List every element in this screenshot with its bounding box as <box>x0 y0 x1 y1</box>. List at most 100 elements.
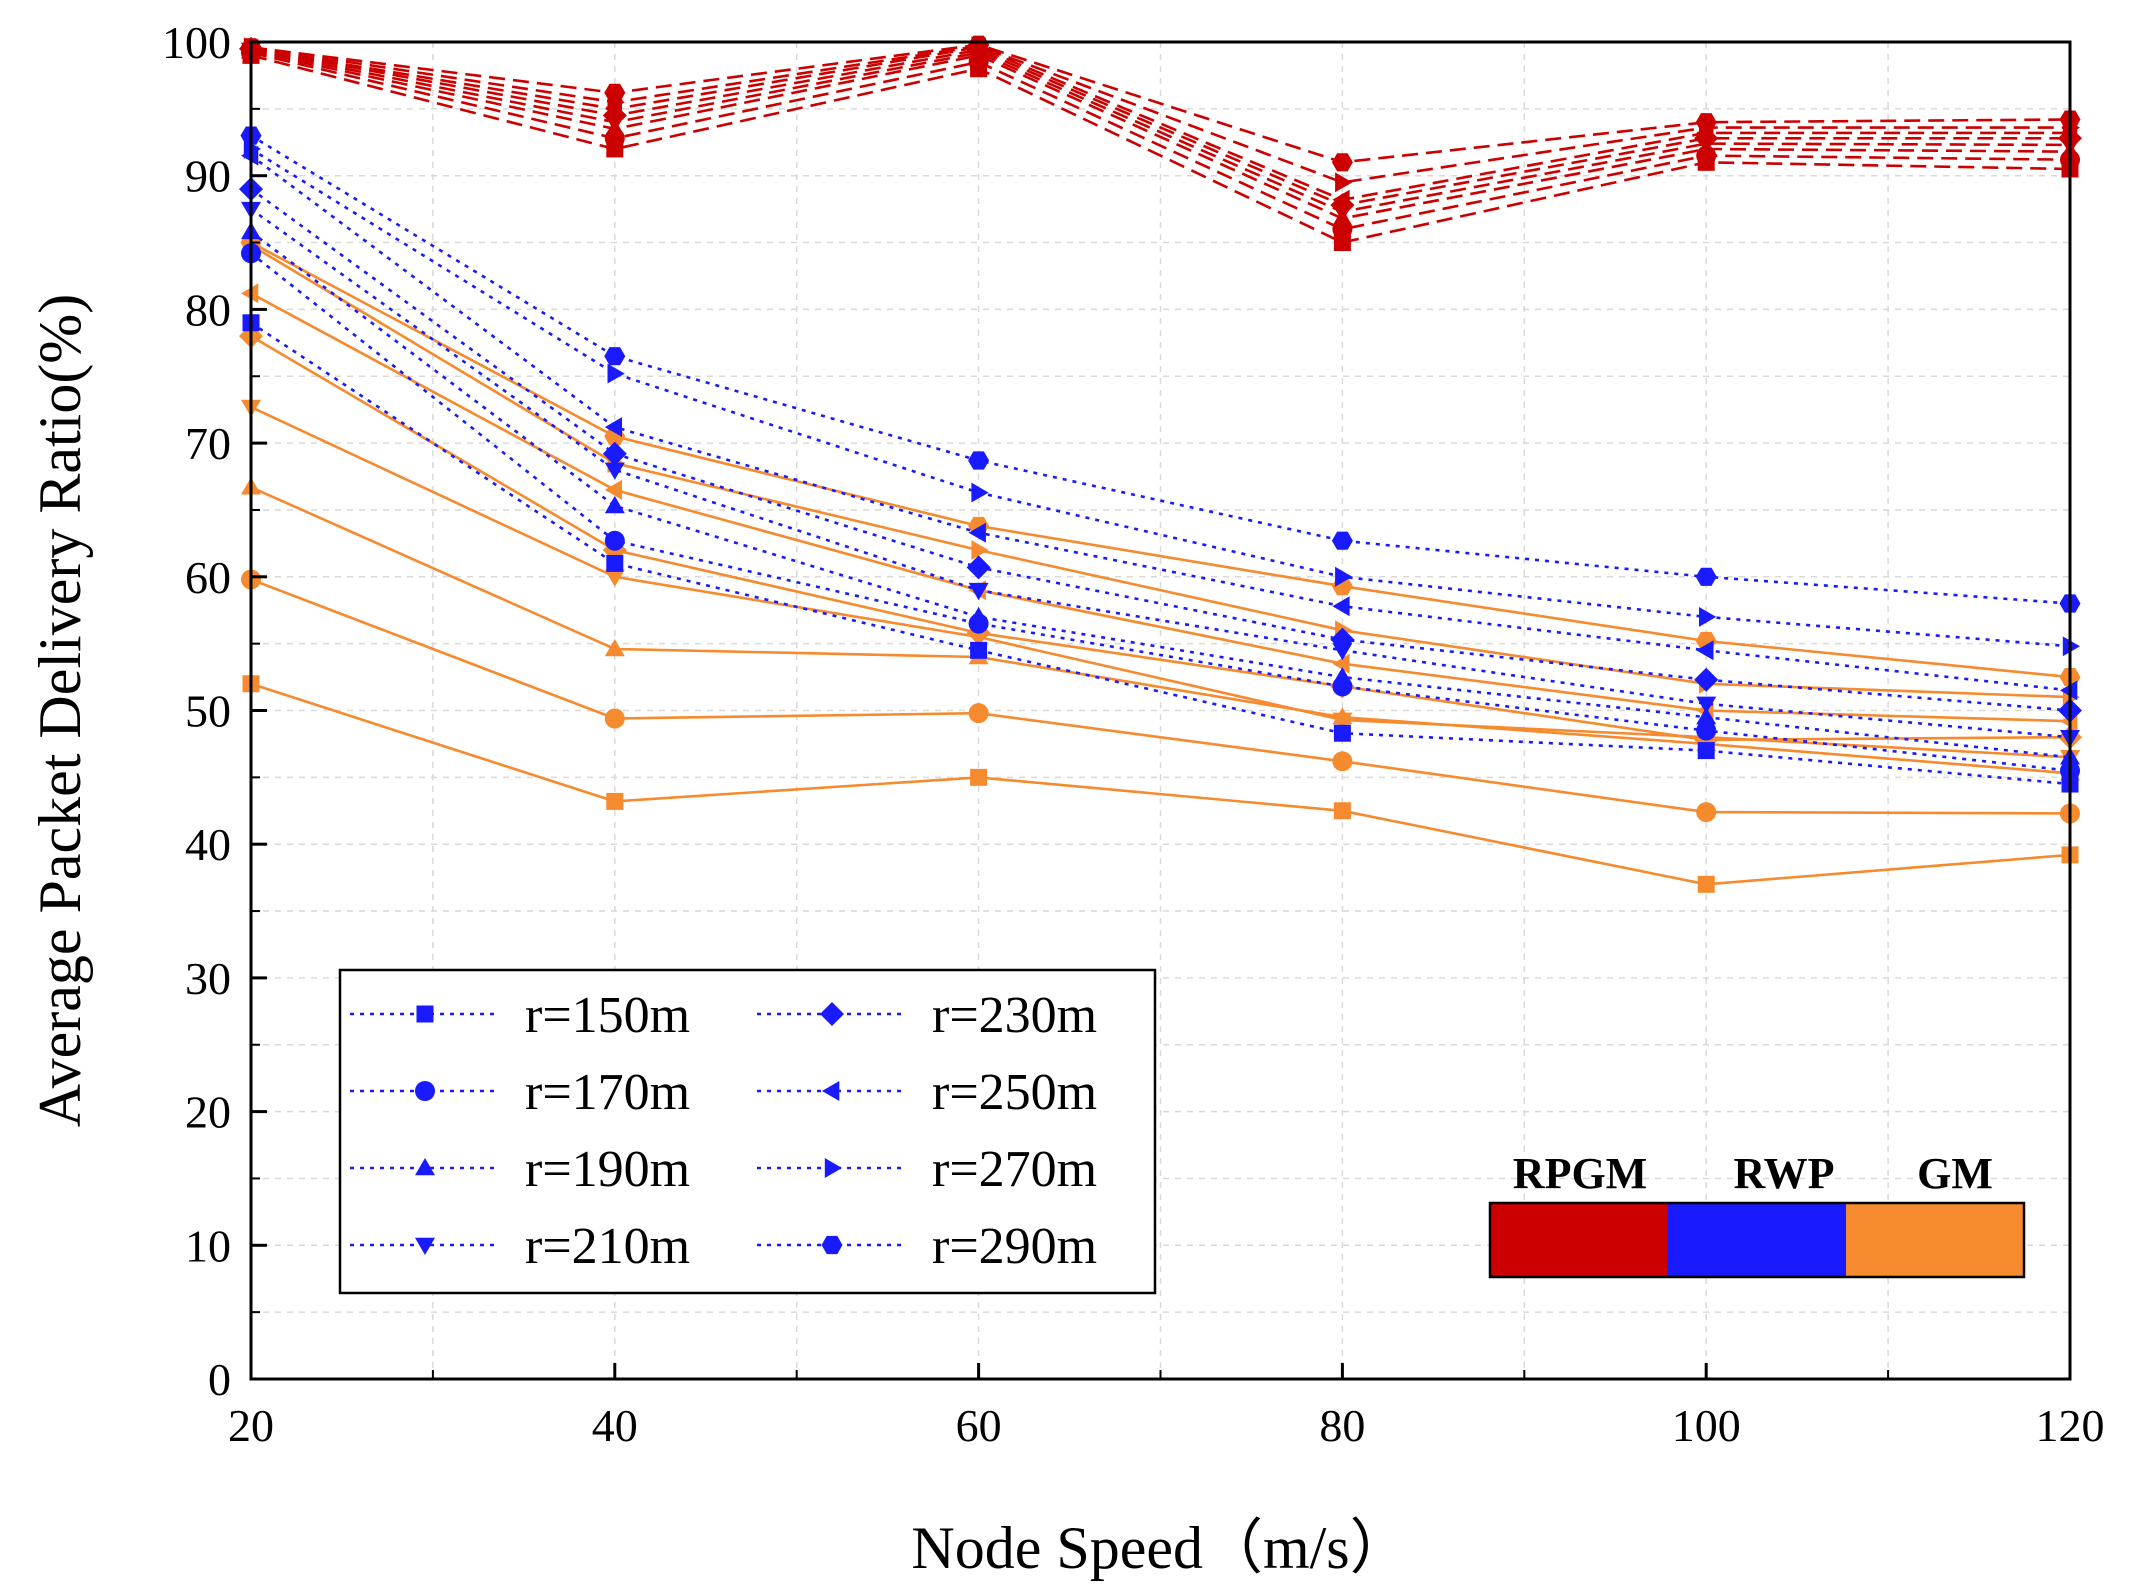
y-tick-label: 100 <box>162 17 231 68</box>
data-point <box>1696 707 1717 725</box>
series-rwp-r190 <box>241 221 2080 765</box>
data-point <box>604 83 626 102</box>
data-point <box>1331 531 1353 550</box>
data-point <box>1330 627 1355 652</box>
legend-item-r290: r=290m <box>757 1218 1097 1275</box>
legend-marker <box>821 1235 843 1255</box>
legend-item-r150: r=150m <box>350 987 690 1044</box>
data-point <box>1332 643 1353 661</box>
legend: r=150m r=170m r=190m r=210m r=230m r=250m r=27… <box>338 968 1157 1295</box>
data-point <box>604 530 625 551</box>
data-point <box>607 363 625 384</box>
series-line <box>250 486 2071 775</box>
x-tick-label: 80 <box>1319 1400 1365 1451</box>
model-swatch <box>1846 1203 2024 1277</box>
y-tick-label: 90 <box>185 151 231 202</box>
series-rwp-r170 <box>241 243 2080 781</box>
data-point <box>602 441 627 466</box>
data-point <box>1335 566 1353 587</box>
series-line <box>250 51 2071 231</box>
series-line <box>250 47 2070 207</box>
data-point <box>1331 153 1353 172</box>
legend-label: r=170m <box>525 1064 690 1121</box>
series-line <box>250 54 2071 244</box>
data-point <box>604 462 625 480</box>
data-point <box>1332 596 1350 617</box>
data-point <box>968 582 989 601</box>
model-legend-frame <box>1488 1201 2026 1279</box>
series-gm-r170 <box>241 569 2080 824</box>
model-label: RWP <box>1733 1149 1834 1198</box>
series-line <box>250 252 2071 772</box>
legend-label: r=230m <box>932 987 1097 1044</box>
model-legend-gm: GM <box>1846 1149 2024 1277</box>
data-point <box>1332 712 1353 730</box>
data-point <box>968 35 990 54</box>
data-point <box>971 540 989 560</box>
legend-item-r230: r=230m <box>757 987 1097 1044</box>
model-label: GM <box>1917 1149 1993 1198</box>
data-point <box>968 606 989 625</box>
data-point <box>1699 607 1717 627</box>
data-point <box>968 451 990 470</box>
data-point <box>1332 751 1353 772</box>
series-line <box>250 50 2071 220</box>
data-point <box>1333 234 1351 252</box>
data-point <box>1332 653 1350 674</box>
legend-marker <box>415 1237 435 1255</box>
series-line <box>250 682 2071 886</box>
data-point <box>1696 696 1717 714</box>
y-tick-label: 80 <box>185 284 231 335</box>
legend-label: r=190m <box>525 1141 690 1198</box>
x-tick-label: 40 <box>592 1400 638 1451</box>
legend-item-r210: r=210m <box>350 1218 690 1275</box>
y-tick-label: 10 <box>185 1220 231 1271</box>
legend-marker <box>822 1081 840 1101</box>
series-layer <box>239 35 2082 893</box>
data-point <box>968 522 986 543</box>
x-axis-title: Node Speed（m/s） <box>911 1515 1409 1581</box>
data-point <box>968 703 989 724</box>
data-point <box>604 708 625 729</box>
model-swatch <box>1668 1203 1846 1277</box>
data-point <box>1332 667 1353 685</box>
data-point <box>1335 172 1353 193</box>
y-tick-label: 40 <box>185 819 231 870</box>
data-point <box>1695 113 1717 132</box>
data-point <box>971 482 989 503</box>
legend-marker <box>820 1002 844 1026</box>
data-point <box>606 792 624 810</box>
series-line <box>250 334 2071 742</box>
data-point <box>1332 189 1350 210</box>
data-point <box>966 555 991 580</box>
data-point <box>606 554 624 572</box>
legend-label: r=210m <box>525 1218 690 1275</box>
legend-box <box>338 968 1157 1295</box>
legend-item-r170: r=170m <box>350 1064 690 1121</box>
legend-marker <box>416 1005 434 1023</box>
y-axis-title: Average Packet Delivery Ratio(%) <box>27 294 93 1128</box>
legend-label: r=270m <box>932 1141 1097 1198</box>
series-line <box>250 578 2071 815</box>
series-line <box>250 134 2071 605</box>
model-swatch <box>1490 1203 1668 1277</box>
y-tick-label: 70 <box>185 418 231 469</box>
model-legend-rpgm: RPGM <box>1490 1149 1668 1277</box>
series-line <box>250 321 2071 786</box>
data-point <box>604 639 625 657</box>
y-tick-label: 50 <box>185 686 231 737</box>
legend-label: r=250m <box>932 1064 1097 1121</box>
model-legend: RPGM RWP GM <box>1488 1149 2026 1279</box>
legend-marker <box>415 1081 435 1101</box>
x-tick-label: 20 <box>228 1400 274 1451</box>
y-tick-label: 30 <box>185 953 231 1004</box>
axes: 0 10 20 30 40 50 60 70 80 90 100 20 40 60 80 100 120 <box>162 17 2105 1451</box>
series-line <box>250 154 2071 692</box>
legend-item-r250: r=250m <box>757 1064 1097 1121</box>
data-point <box>1697 742 1715 760</box>
y-tick-label: 60 <box>185 552 231 603</box>
legend-marker <box>415 1158 435 1176</box>
data-point <box>970 768 988 786</box>
legend-label: r=290m <box>932 1218 1097 1275</box>
data-point <box>604 495 625 514</box>
